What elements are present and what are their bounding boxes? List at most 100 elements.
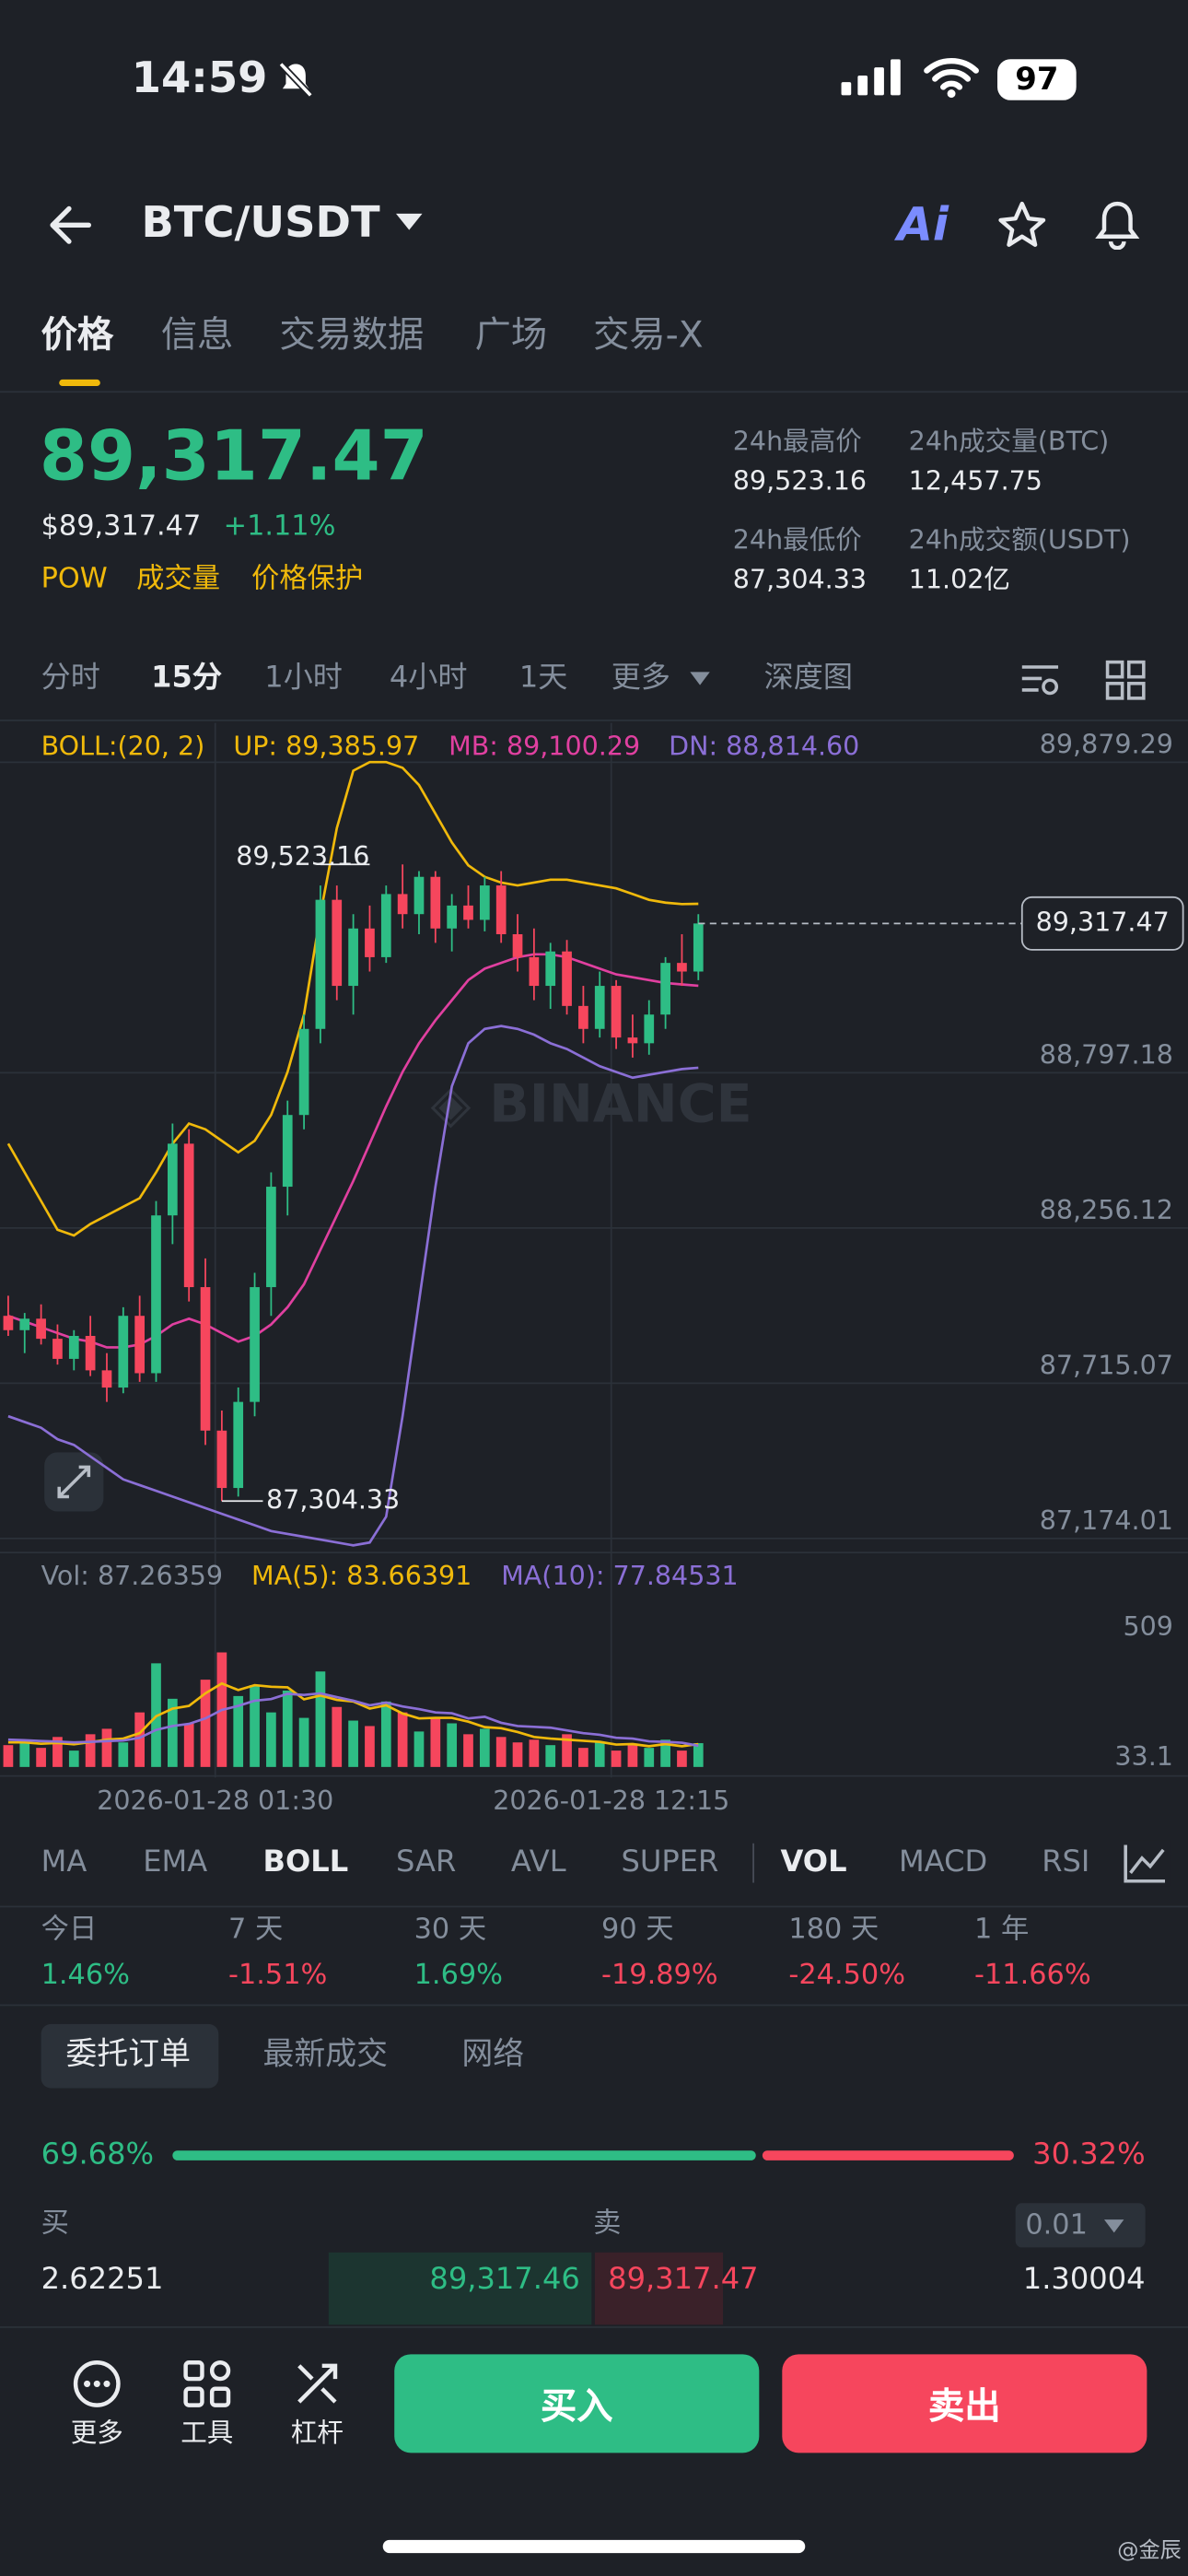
volume-bar [365,1726,375,1767]
margin-icon[interactable] [293,2359,343,2408]
candle-body [578,1005,588,1029]
indicator[interactable]: EMA [143,1844,208,1879]
ai-button[interactable]: Ai [897,196,949,252]
interval[interactable]: 4小时 [389,660,468,696]
tag[interactable]: 价格保护 [250,562,364,596]
period: 今日 [41,1913,98,1947]
volume-bar [348,1720,358,1767]
action-label[interactable]: 工具 [181,2417,234,2448]
tag[interactable]: POW [41,562,108,596]
candle-body [644,1014,655,1044]
candle-body [495,885,507,935]
tab[interactable]: 广场 [474,315,548,357]
indicator[interactable]: VOL [780,1844,847,1879]
wifi-icon [924,58,979,99]
tab[interactable]: 交易-X [593,315,704,357]
volume-bar [397,1712,408,1767]
layout-button[interactable] [1104,659,1147,701]
book-tab[interactable]: 网络 [461,2036,525,2073]
back-button[interactable] [46,201,96,250]
indicator[interactable]: AVL [510,1844,566,1879]
alert-button[interactable] [1091,197,1144,251]
volume-bar [52,1737,63,1767]
vol-tick-label: 33.1 [1114,1741,1173,1772]
candle-body [85,1336,96,1371]
candle-body [233,1401,244,1489]
period: 30 天 [413,1913,487,1947]
indicator[interactable]: SAR [395,1844,457,1879]
interval[interactable]: 分时 [41,660,100,696]
buy-button[interactable]: 买入 [394,2354,760,2453]
volume-bar [594,1742,605,1767]
indicator[interactable]: RSI [1042,1844,1090,1879]
indicator-settings[interactable] [1120,1840,1171,1887]
pair-name[interactable]: BTC/USDT [141,198,380,249]
candle-body [315,899,326,1029]
candle-body [430,876,441,929]
tab[interactable]: 交易数据 [279,315,425,357]
stat-label: 24h成交量(BTC) [908,425,1110,457]
price-change: +1.11% [223,509,336,544]
volume-bar [545,1745,556,1767]
interval[interactable]: 1小时 [264,660,343,696]
volume-bar [315,1671,326,1767]
volume-bar [118,1742,129,1767]
tab[interactable]: 信息 [160,315,234,357]
candle-body [397,894,408,915]
volume-bar [19,1740,30,1767]
indicator[interactable]: MACD [898,1844,988,1879]
volume-bar [512,1742,523,1767]
volume-bar [562,1734,572,1767]
more-icon[interactable] [73,2359,122,2408]
volume-bar [495,1737,507,1767]
last-price-box [1020,896,1184,951]
last-price: 89,317.47 [39,416,428,497]
vol-tick-label: 509 [1123,1611,1172,1642]
action-label[interactable]: 杠杆 [290,2417,344,2448]
candle-body [660,963,670,1015]
watermark-logo: ◈ BINANCE [430,1074,751,1135]
battery-level: 97 [1015,61,1059,99]
tab-highlight [41,2023,219,2089]
candle-body [627,1037,638,1044]
tag[interactable]: 成交量 [136,562,221,596]
period-change: -11.66% [974,1959,1091,1993]
book-tab[interactable]: 委托订单 [65,2036,191,2073]
candle-body [545,951,556,987]
volume-bar [380,1701,391,1767]
divider [0,2004,1188,2007]
candle-body [282,1115,293,1188]
tab[interactable]: 价格 [41,315,114,357]
tab-indicator [59,379,100,387]
action-label[interactable]: 更多 [70,2417,123,2448]
volume-bar [250,1685,260,1767]
interval[interactable]: 1天 [518,660,568,696]
tools-icon[interactable] [182,2359,232,2408]
interval[interactable]: 更多 [611,660,670,696]
stat-label: 24h最低价 [732,523,862,556]
volume-bar [167,1698,178,1767]
chart-settings[interactable] [1019,659,1061,701]
interval[interactable]: 15分 [151,660,222,696]
ratio-bar [172,2150,1014,2160]
candle-body [693,923,704,972]
candle-body [250,1287,260,1402]
indicator[interactable]: MA [41,1844,87,1879]
x-label: 2026-01-28 01:30 [97,1786,333,1816]
sell-button[interactable]: 卖出 [782,2354,1147,2453]
precision-select[interactable] [1015,2203,1146,2248]
book-tab[interactable]: 最新成交 [262,2036,389,2073]
period: 180 天 [788,1913,879,1947]
indicator[interactable]: BOLL [262,1844,349,1879]
indicator[interactable]: SUPER [621,1844,719,1879]
candle-body [512,934,523,957]
candle-body [200,1287,211,1431]
kline-chart: ◈ BINANCE BOLL:(20, 2) UP: 89,385.97 MB:… [0,722,1188,1816]
interval[interactable]: 深度图 [763,660,854,696]
candle-body [348,928,358,987]
y-tick-label: 87,715.07 [1040,1351,1173,1381]
volume-bar [68,1751,79,1767]
favorite-button[interactable] [996,199,1048,252]
candle-body [134,1316,146,1374]
candle-body [151,1215,161,1374]
